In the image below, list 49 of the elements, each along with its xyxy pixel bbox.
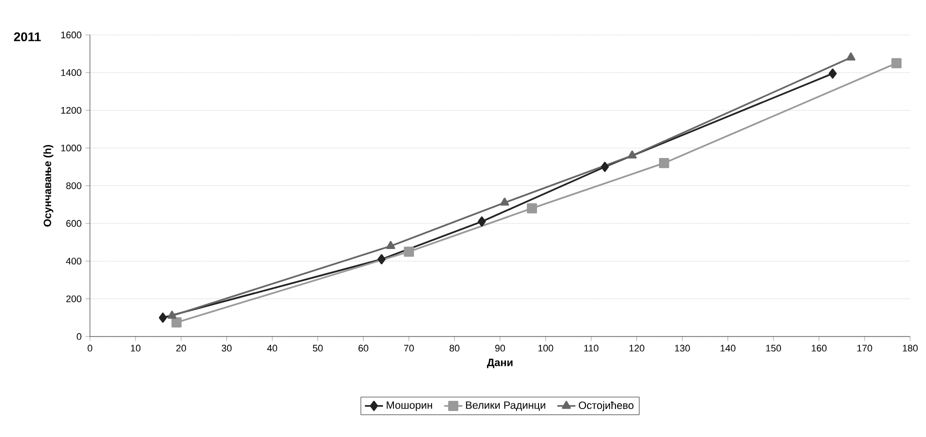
- x-tick-label: 50: [312, 344, 323, 352]
- x-tick-label: 20: [176, 344, 186, 352]
- point: [846, 52, 856, 60]
- y-axis-title: Осунчавање (h): [43, 144, 54, 227]
- legend-label: Велики Радинци: [466, 401, 546, 411]
- point: [378, 254, 386, 264]
- x-tick-label: 120: [630, 344, 644, 352]
- x-tick-label: 90: [495, 344, 505, 352]
- x-tick-label: 0: [88, 344, 92, 352]
- x-tick-label: 170: [857, 344, 872, 352]
- y-tick-label: 1400: [61, 69, 82, 76]
- y-tick-label: 200: [66, 295, 82, 302]
- x-tick-label: 110: [584, 344, 598, 352]
- x-tick-label: 60: [358, 344, 368, 352]
- y-tick-label: 0: [76, 333, 82, 340]
- point: [478, 216, 486, 227]
- point: [628, 150, 637, 158]
- x-tick-label: 100: [538, 344, 554, 352]
- point: [158, 312, 167, 323]
- point: [167, 310, 176, 319]
- point: [526, 203, 538, 214]
- x-axis-title: Дани: [486, 358, 512, 368]
- x-tick-label: 10: [130, 344, 140, 352]
- point: [828, 68, 837, 79]
- legend-label: Остојићево: [578, 401, 634, 412]
- legend-label: Мошорин: [386, 401, 432, 411]
- y-tick-label: 600: [66, 220, 82, 227]
- y-tick-label: 1200: [61, 106, 82, 114]
- x-tick-label: 80: [450, 344, 460, 352]
- point: [171, 317, 182, 328]
- x-tick-label: 130: [675, 344, 690, 352]
- point: [500, 198, 510, 206]
- y-tick-label: 800: [66, 182, 82, 190]
- point: [891, 58, 902, 68]
- x-tick-label: 180: [902, 344, 918, 352]
- x-tick-label: 160: [812, 344, 827, 352]
- point: [600, 162, 609, 172]
- point: [658, 158, 670, 168]
- x-tick-label: 40: [267, 344, 278, 352]
- chart-title: 2011: [14, 32, 41, 42]
- y-tick-label: 1000: [61, 144, 82, 152]
- x-tick-label: 70: [404, 344, 414, 352]
- x-tick-label: 140: [720, 344, 736, 352]
- y-tick-label: 1600: [61, 32, 82, 38]
- point: [404, 246, 414, 257]
- x-tick-label: 30: [222, 344, 232, 352]
- y-tick-label: 400: [66, 258, 82, 264]
- x-tick-label: 150: [766, 344, 782, 352]
- point: [386, 240, 396, 249]
